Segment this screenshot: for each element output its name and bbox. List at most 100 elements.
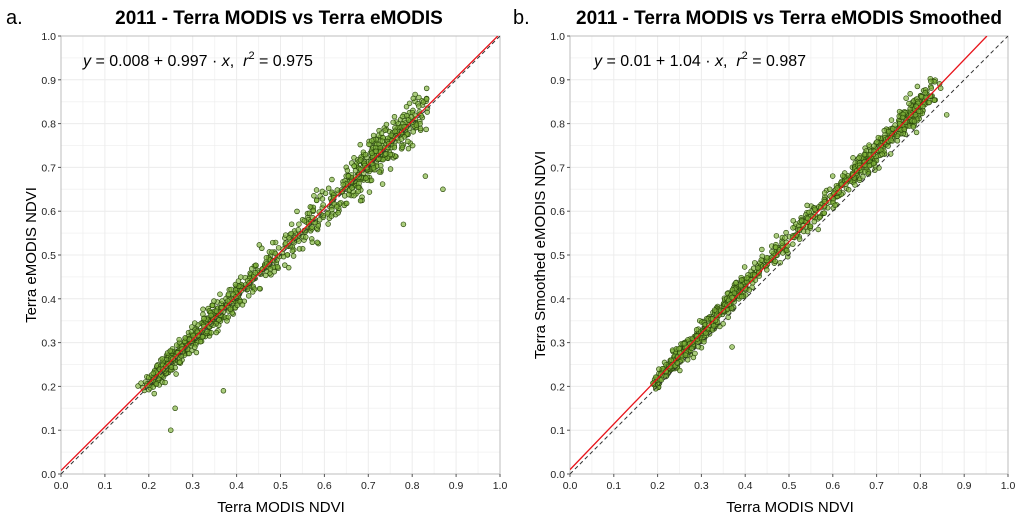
- panel-b-point: [738, 277, 745, 283]
- panel-a-point: [288, 221, 295, 227]
- panel-a-y-tick-label: 0.6: [41, 206, 56, 218]
- panel-a-point: [366, 189, 373, 195]
- panel-a-x-tick-label: 0.8: [405, 480, 420, 492]
- panel-a-point: [319, 196, 326, 202]
- panel-a-y-tick-label: 0.5: [41, 250, 56, 262]
- panel-b-title: 2011 - Terra MODIS vs Terra eMODIS Smoot…: [576, 8, 1002, 29]
- panel-b-x-tick-label: 0.9: [957, 480, 972, 492]
- panel-a-point: [201, 315, 207, 322]
- panel-a-point: [216, 317, 222, 323]
- panel-a-point: [267, 266, 274, 272]
- panel-b-x-tick-label: 0.8: [913, 480, 928, 492]
- panel-a-point: [320, 202, 326, 208]
- panel-a-point: [151, 390, 157, 397]
- panel-b-point: [872, 167, 878, 173]
- panel-a-point: [418, 113, 425, 119]
- panel-a-point: [153, 381, 160, 387]
- panel-b-point: [677, 367, 683, 374]
- panel-b-point: [860, 173, 866, 180]
- panel-b-outlier-point: [729, 344, 735, 350]
- panel-b-point: [804, 228, 811, 235]
- panel-a-x-tick-label: 0.7: [361, 480, 376, 492]
- panel-a-y-tick-label: 0.0: [41, 469, 56, 481]
- panel-a-x-tick-label: 1.0: [493, 480, 508, 492]
- panel-a-point: [398, 136, 405, 142]
- panel-a-eq-y: y: [82, 53, 92, 70]
- panel-b-y-tick-label: 0.0: [550, 469, 565, 481]
- panel-a-point: [409, 142, 416, 149]
- panel-b-point: [866, 142, 872, 148]
- panel-a-point: [390, 119, 396, 126]
- panel-a-point: [217, 291, 223, 297]
- panel-a-point: [197, 338, 204, 345]
- panel-a-point: [324, 211, 331, 217]
- panel-b-point: [888, 137, 894, 143]
- panel-a-point: [274, 264, 281, 270]
- panel-b-point: [901, 126, 908, 133]
- panel-a-point: [387, 166, 394, 172]
- panel-a-point: [208, 330, 214, 336]
- panel-b-point: [703, 330, 709, 336]
- panel-a-eq-r: r: [243, 53, 249, 70]
- panel-b-point: [840, 173, 846, 179]
- panel-b-point: [711, 307, 718, 313]
- panel-a-point: [287, 242, 294, 249]
- panel-b-point: [739, 293, 745, 300]
- panel-b-point: [903, 95, 909, 101]
- panel-b-point: [693, 327, 700, 333]
- panel-a-y-tick-label: 0.8: [41, 119, 56, 131]
- panel-a-point: [245, 293, 252, 299]
- panel-b-point: [773, 233, 780, 239]
- panel-b-x-tick-label: 1.0: [1001, 480, 1016, 492]
- panel-a-x-tick-label: 0.4: [229, 480, 244, 492]
- panel-b-equation: y = 0.01 + 1.04 · x, r2 = 0.987: [593, 50, 806, 70]
- panel-a-y-tick-label: 0.7: [41, 162, 56, 174]
- panel-b-point: [850, 155, 856, 161]
- panel-b-point: [866, 162, 873, 169]
- panel-b-point: [656, 366, 662, 372]
- panel-b-point: [804, 202, 810, 209]
- panel-b-point: [815, 226, 821, 233]
- panel-a-point: [296, 246, 303, 252]
- panel-a-point: [150, 370, 157, 377]
- panel-a-point: [378, 130, 385, 136]
- panel-a-point: [211, 298, 217, 304]
- panel-b-point: [783, 229, 789, 236]
- panel-b-point: [816, 214, 823, 221]
- panel-a-point: [379, 181, 386, 187]
- panel-b-x-tick-label: 0.6: [825, 480, 840, 492]
- panel-b-point: [710, 323, 717, 329]
- panel-a-point: [275, 245, 282, 251]
- panel-b-point: [790, 225, 796, 231]
- panel-a-point: [343, 200, 350, 207]
- panel-a-point: [391, 144, 398, 151]
- panel-a-point: [345, 173, 352, 179]
- panel-a-point: [344, 167, 351, 174]
- panel-a-point: [363, 175, 369, 181]
- panel-b-point: [681, 340, 688, 347]
- panel-b-point: [906, 100, 912, 107]
- panel-b-point: [805, 215, 811, 222]
- panel-a-x-tick-label: 0.1: [98, 480, 113, 492]
- panel-b-point: [890, 126, 896, 132]
- panel-b-point: [764, 254, 770, 261]
- panel-a-point: [392, 128, 398, 135]
- panel-b-point: [931, 97, 938, 103]
- panel-a-point: [159, 355, 166, 362]
- panel-b-point: [728, 305, 735, 311]
- panel-a-point: [295, 227, 302, 233]
- panel-a-point: [391, 113, 398, 120]
- panel-b-eq-r-value: = 0.987: [748, 53, 806, 70]
- panel-b-point: [790, 217, 796, 224]
- panel-b-point: [772, 258, 778, 265]
- panel-b-y-tick-label: 0.2: [550, 381, 565, 393]
- panel-b-y-tick-label: 0.1: [550, 425, 565, 437]
- panel-b-point: [692, 350, 698, 357]
- panel-b-point: [911, 118, 918, 125]
- panel-a-point: [248, 266, 255, 272]
- panel-b-point: [682, 352, 689, 358]
- panel-a-point: [417, 125, 424, 132]
- panel-b-point: [888, 117, 895, 123]
- panel-b-x-tick-label: 0.7: [869, 480, 884, 492]
- panel-a-point: [256, 242, 263, 248]
